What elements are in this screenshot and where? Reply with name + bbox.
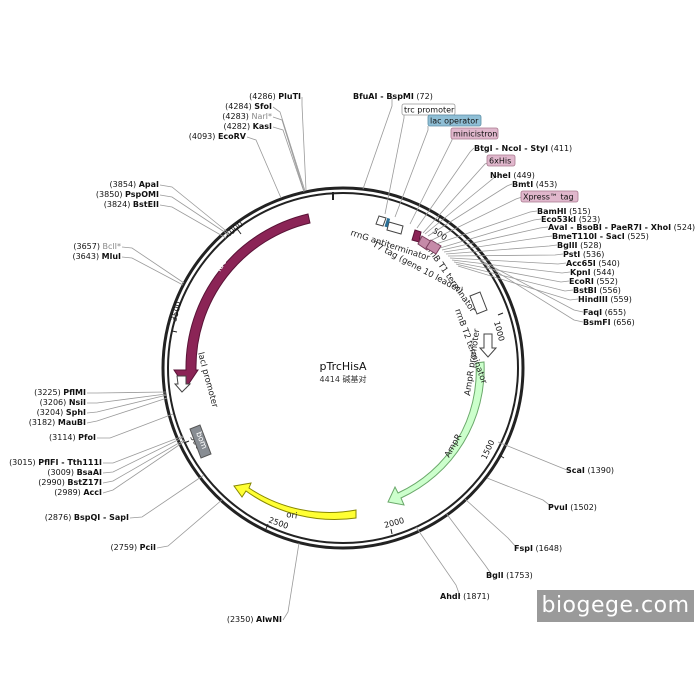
tick-marks [171,214,505,535]
site-PluTI: (4286) PluTI [249,92,301,101]
box-6xHis [486,154,516,167]
feature-lacI-promoter [173,375,192,393]
site-PflFI-Tth111I: (3015) PflFI - Tth111I [9,458,102,467]
box-6xHis-label: 6xHis [489,157,511,166]
plasmid-name: pTrcHisA [320,360,367,373]
site-PfoI: (3114) PfoI [49,433,96,442]
site-AvaI-XhoI: AvaI - BsoBI - PaeR7I - XhoI (524) [548,223,695,232]
feature-lacI-promoter-label: lacI promoter [195,351,220,409]
feature-xpress-glyph [425,239,442,255]
plasmid-length: 4414 碱基对 [320,374,367,384]
feature-AmpR-promoter [478,333,498,358]
site-BglII: BglII (528) [557,241,602,250]
box-minicistron-label: minicistron [453,130,497,139]
site-ScaI: ScaI (1390) [566,466,614,475]
feature-rop-box [189,424,212,459]
box-lac-operator [427,114,482,127]
site-MluI: (3643) MluI [72,252,121,261]
site-ApaI: (3854) ApaI [110,180,159,189]
watermark-badge: biogege.com [537,590,694,622]
box-trc-promoter-label: trc promoter [404,106,455,115]
feature-rrnB-T2-box [469,291,488,315]
site-PvuI: PvuI (1502) [548,503,597,512]
site-BamHI: BamHI (515) [537,207,591,216]
site-NsiI: (3206) NsiI [40,398,86,407]
site-AlwNI: (2350) AlwNI [227,615,282,624]
site-BtgI-NcoI-StyI: BtgI - NcoI - StyI (411) [474,144,572,153]
box-minicistron [450,127,499,140]
feature-AmpR-arrow[interactable] [387,361,485,506]
site-BsmFI: BsmFI (656) [583,318,635,327]
site-NarI: (4283) NarI* [222,112,272,121]
site-BmeT110I-SacI: BmeT110I - SacI (525) [552,232,649,241]
box-xpress-tag-label: Xpress™ tag [523,193,574,202]
site-BsaAI: (3009) BsaAI [47,468,102,477]
feature-trc-promoter-glyph [375,215,387,227]
tick-label-1000: 1000 [492,320,506,342]
site-AccI: (2989) AccI [54,488,102,497]
feature-ori-arrow[interactable] [233,482,357,520]
site-BclI: (3657) BclI* [73,242,121,251]
site-BspQI-SapI: (2876) BspQI - SapI [45,513,129,522]
site-KasI: (4282) KasI [224,122,273,131]
tick-label-2000: 2000 [383,516,405,530]
site-FaqI: FaqI (655) [583,308,626,317]
site-HindIII: HindIII (559) [578,295,632,304]
site-BstZ17I: (2990) BstZ17I [38,478,102,487]
site-PstI: PstI (536) [563,250,604,259]
site-labels-right: AhdI (1871) BglI (1753) FspI (1648) PvuI… [353,92,695,601]
site-SphI: (3204) SphI [37,408,86,417]
site-EcoRI: EcoRI (552) [569,277,618,286]
site-BstEII: (3824) BstEII [104,200,159,209]
site-KpnI: KpnI (544) [570,268,615,277]
tick-label-3500: 3500 [169,301,183,323]
feature-boxes: trc promoter lac operator minicistron 6x… [401,103,579,203]
site-Eco53kI: Eco53kI (523) [541,215,600,224]
site-NheI: NheI (449) [490,171,535,180]
site-BfuAI-BspMI: BfuAI - BspMI (72) [353,92,433,101]
site-SfoI: (4284) SfoI [225,102,272,111]
site-AhdI: AhdI (1871) [440,592,490,601]
backbone-outer [161,186,525,550]
site-BmtI: BmtI (453) [512,180,557,189]
feature-lacI-arrow[interactable] [173,213,311,389]
site-FspI: FspI (1648) [514,544,562,553]
site-MauBI: (3182) MauBI [29,418,86,427]
site-Acc65I: Acc65I (540) [566,259,620,268]
site-EcoRV: (4093) EcoRV [189,132,247,141]
feature-rrnG-box [386,221,404,235]
site-PciI: (2759) PciI [111,543,157,552]
feature-ori-label: ori [286,510,298,521]
site-BstBI: BstBI (556) [573,286,621,295]
feature-lac-operator-glyph [384,217,391,228]
box-lac-operator-label: lac operator [430,117,479,126]
tick-label-4000: 4000 [224,220,245,240]
site-PflMI: (3225) PflMI [34,388,86,397]
site-BglI: BglI (1753) [486,571,533,580]
site-PspOMI: (3850) PspOMI [96,190,159,199]
backbone-inner [167,192,519,544]
site-labels-left: (4286) PluTI (4284) SfoI (4283) NarI* (4… [9,92,301,624]
site-leader-lines [86,97,584,621]
box-xpress-tag [520,190,579,203]
